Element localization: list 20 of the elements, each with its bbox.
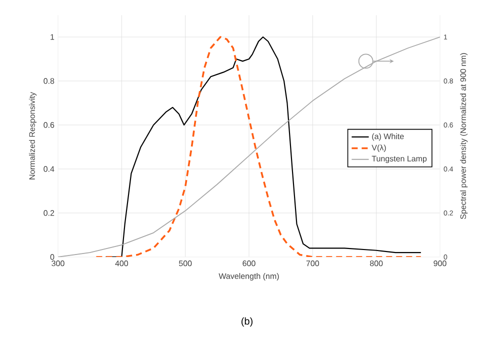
x-tick-label: 700 [306,260,320,266]
y-tick-label: 1 [50,34,54,40]
x-tick-label: 500 [178,260,192,266]
x-axis-title: Wavelength (nm) [218,273,279,281]
x-tick-label: 600 [242,260,256,266]
y-axis-title: Normalized Responsivity [29,92,36,180]
y-tick-label: 0 [50,254,54,260]
y-tick-label: 0.4 [44,166,54,172]
x-tick-label: 400 [115,260,128,266]
x-tick-label: 900 [434,260,446,266]
y-tick-label: 0.8 [44,78,54,84]
x-tick-label: 800 [370,260,383,266]
text: (b) [242,317,252,327]
y-tick-label: 0.2 [44,210,54,216]
legend-label: (a) White [372,133,404,141]
legend-label: Tungsten Lamp [372,156,427,164]
legend-label: V(λ) [372,144,386,152]
x-tick-label: 300 [52,260,64,266]
y2-axis-title: Spectral power density (Normalized at 900 nm) [460,53,468,219]
y-tick-label: 0.6 [44,122,54,128]
